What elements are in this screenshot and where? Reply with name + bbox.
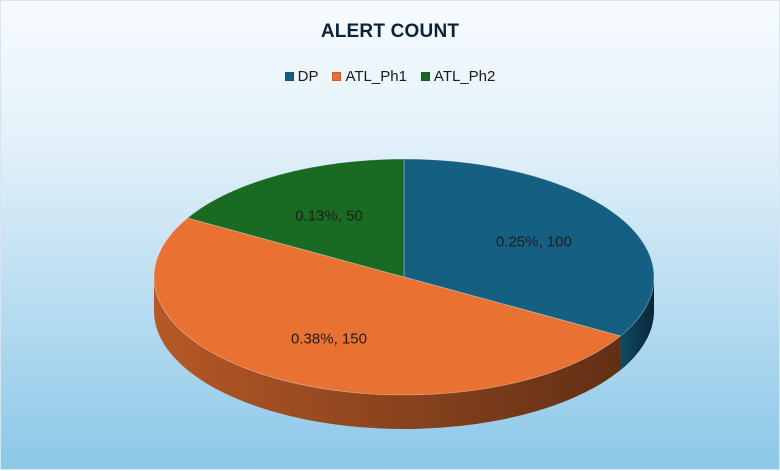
legend-swatch-atl-ph2: [420, 72, 430, 81]
pie-slice-atl-ph1: [153, 217, 622, 396]
pie-side-atl-ph1: [154, 277, 621, 429]
pie-side-dp: [620, 277, 654, 370]
legend-item-dp: DP: [284, 68, 319, 85]
data-label-dp: 0.25%, 100: [496, 234, 572, 251]
legend-label-dp: DP: [297, 68, 319, 85]
chart-title: ALERT COUNT: [320, 21, 460, 42]
pie-slice-dp: [403, 158, 655, 337]
legend-label-atl-ph1: ATL_Ph1: [345, 68, 407, 85]
legend-item-atl-ph2: ATL_Ph2: [420, 68, 496, 85]
legend-item-atl-ph1: ATL_Ph1: [332, 68, 407, 85]
data-label-atl-ph2: 0.13%, 50: [295, 208, 363, 225]
legend: DP ATL_Ph1 ATL_Ph2: [1, 68, 779, 85]
legend-swatch-dp: [284, 72, 294, 81]
pie-side-walls: [154, 277, 654, 429]
pie-slice-atl-ph2: [186, 158, 405, 278]
legend-label-atl-ph2: ATL_Ph2: [433, 68, 496, 85]
data-label-atl-ph1: 0.38%, 150: [291, 330, 367, 347]
legend-swatch-atl-ph1: [332, 72, 342, 81]
